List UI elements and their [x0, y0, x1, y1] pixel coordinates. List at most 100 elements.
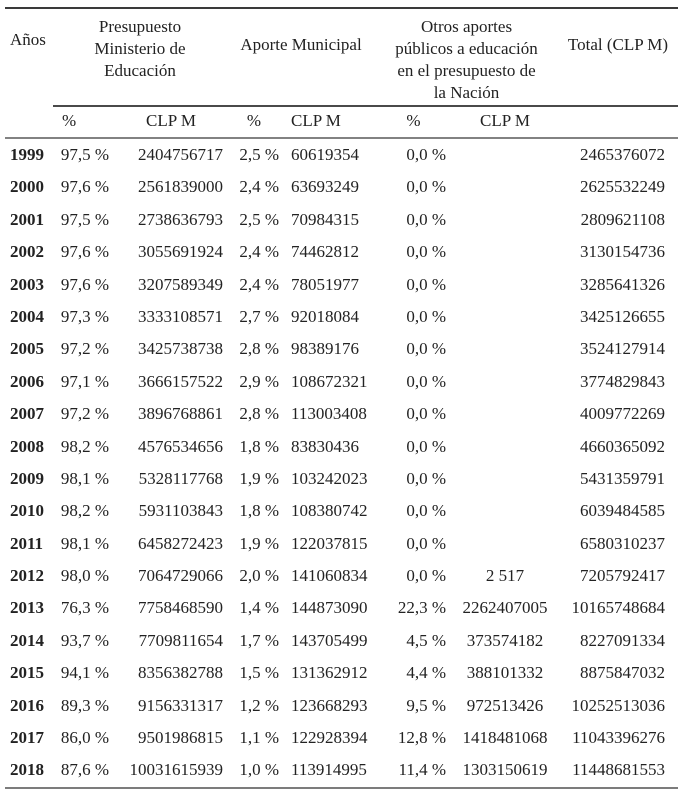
ministerio-clp-cell: 7709811654 [138, 630, 223, 650]
total-clp-cell: 3130154736 [580, 242, 665, 262]
year-cell: 2018 [10, 760, 44, 780]
ministerio-pct-cell: 98,2 % [60, 436, 109, 456]
otros-clp-cell [452, 333, 558, 365]
municipal-pct-cell: 2,8 % [239, 339, 279, 359]
ministerio-pct-cell: 97,5 % [60, 145, 109, 164]
municipal-clp-cell: 74462812 [291, 242, 359, 262]
total-clp-cell: 6039484585 [580, 501, 665, 521]
year-cell: 2008 [10, 436, 44, 456]
education-budget-table: Años Presupuesto Ministerio de Educación… [5, 7, 678, 789]
total-clp-cell: 6580310237 [580, 533, 665, 553]
ministerio-clp-cell: 2561839000 [138, 177, 223, 197]
year-cell: 2011 [10, 533, 44, 553]
subheader-clp-ministerio: CLP M [146, 111, 196, 130]
municipal-clp-cell: 103242023 [291, 468, 368, 488]
subheader-pct-ministerio: % [62, 111, 77, 130]
municipal-pct-cell: 2,4 % [239, 177, 279, 197]
total-clp-cell: 5431359791 [580, 468, 665, 488]
municipal-clp-cell: 131362912 [291, 663, 368, 683]
municipal-clp-cell: 92018084 [291, 306, 359, 326]
ministerio-clp-cell: 3333108571 [138, 306, 223, 326]
otros-pct-cell: 0,0 % [406, 533, 446, 553]
municipal-pct-cell: 2,5 % [239, 209, 279, 229]
otros-clp-cell [452, 139, 558, 171]
ministerio-clp-cell: 3666157522 [138, 371, 223, 391]
municipal-clp-cell: 122037815 [291, 533, 368, 553]
otros-pct-cell: 0,0 % [406, 501, 446, 521]
municipal-clp-cell: 122928394 [291, 728, 368, 748]
municipal-clp-cell: 113914995 [291, 760, 367, 780]
year-cell: 2003 [10, 274, 44, 294]
otros-clp-cell [452, 236, 558, 268]
subheader-clp-municipal: CLP M [291, 111, 341, 130]
total-clp-cell: 8875847032 [580, 663, 665, 683]
municipal-pct-cell: 2,5 % [239, 145, 279, 164]
otros-clp-cell [452, 204, 558, 236]
municipal-pct-cell: 2,7 % [239, 306, 279, 326]
year-cell: 1999 [10, 145, 44, 164]
ministerio-clp-cell: 5328117768 [138, 468, 223, 488]
table-header: Años Presupuesto Ministerio de Educación… [5, 9, 678, 137]
otros-clp-cell: 972513426 [466, 695, 544, 715]
municipal-clp-cell: 113003408 [291, 404, 367, 424]
subheader-pct-otros: % [406, 111, 421, 130]
municipal-pct-cell: 2,0 % [239, 566, 279, 586]
ministerio-clp-cell: 2738636793 [138, 209, 223, 229]
total-clp-cell: 2625532249 [580, 177, 665, 197]
otros-pct-cell: 0,0 % [406, 436, 446, 456]
otros-clp-cell: 2262407005 [462, 598, 548, 618]
otros-pct-cell: 0,0 % [406, 242, 446, 262]
municipal-clp-cell: 108380742 [291, 501, 368, 521]
otros-clp-cell [452, 495, 558, 527]
municipal-pct-cell: 1,4 % [239, 598, 279, 618]
year-cell: 2001 [10, 209, 44, 229]
otros-pct-cell: 0,0 % [406, 209, 446, 229]
otros-pct-cell: 4,4 % [406, 663, 446, 683]
ministerio-clp-cell: 7758468590 [138, 598, 223, 618]
ministerio-pct-cell: 98,1 % [60, 468, 109, 488]
ministerio-clp-cell: 2404756717 [138, 145, 223, 164]
municipal-pct-cell: 1,7 % [239, 630, 279, 650]
ministerio-pct-cell: 97,2 % [60, 339, 109, 359]
otros-pct-cell: 4,5 % [406, 630, 446, 650]
otros-pct-cell: 0,0 % [406, 177, 446, 197]
municipal-clp-cell: 78051977 [291, 274, 359, 294]
top-rule [5, 7, 678, 9]
year-cell: 2012 [10, 566, 44, 586]
ministerio-clp-cell: 4576534656 [138, 436, 223, 456]
year-cell: 2017 [10, 728, 44, 748]
ministerio-clp-cell: 10031615939 [129, 760, 224, 780]
total-clp-cell: 10165748684 [571, 598, 666, 618]
total-clp-cell: 8227091334 [580, 630, 665, 650]
municipal-pct-cell: 1,0 % [239, 760, 279, 780]
municipal-clp-cell: 83830436 [291, 436, 359, 456]
otros-clp-cell [452, 366, 558, 398]
otros-clp-cell: 373574182 [466, 630, 544, 650]
otros-clp-cell: 388101332 [466, 663, 544, 683]
ministerio-clp-cell: 3207589349 [138, 274, 223, 294]
otros-clp-cell: 2 517 [485, 566, 525, 586]
otros-clp-cell: 1418481068 [462, 728, 548, 748]
ministerio-clp-cell: 6458272423 [138, 533, 223, 553]
total-clp-cell: 7205792417 [580, 566, 665, 586]
ministerio-clp-cell: 7064729066 [138, 566, 223, 586]
year-cell: 2014 [10, 630, 44, 650]
ministerio-pct-cell: 97,3 % [60, 306, 109, 326]
ministerio-clp-cell: 9156331317 [138, 695, 223, 715]
col-header-otros-aportes: Otros aportes públicos a educación en el… [395, 17, 538, 102]
total-clp-cell: 3425126655 [580, 306, 665, 326]
otros-clp-cell [452, 171, 558, 203]
ministerio-pct-cell: 93,7 % [60, 630, 109, 650]
ministerio-pct-cell: 89,3 % [60, 695, 109, 715]
municipal-pct-cell: 2,4 % [239, 274, 279, 294]
municipal-pct-cell: 1,5 % [239, 663, 279, 683]
ministerio-clp-cell: 3425738738 [138, 339, 223, 359]
otros-pct-cell: 0,0 % [406, 566, 446, 586]
ministerio-pct-cell: 97,6 % [60, 274, 109, 294]
year-cell: 2004 [10, 306, 44, 326]
municipal-pct-cell: 2,8 % [239, 404, 279, 424]
otros-clp-cell: 1303150619 [462, 760, 548, 780]
municipal-clp-cell: 143705499 [291, 630, 368, 650]
year-cell: 2013 [10, 598, 44, 618]
municipal-clp-cell: 108672321 [291, 371, 368, 391]
